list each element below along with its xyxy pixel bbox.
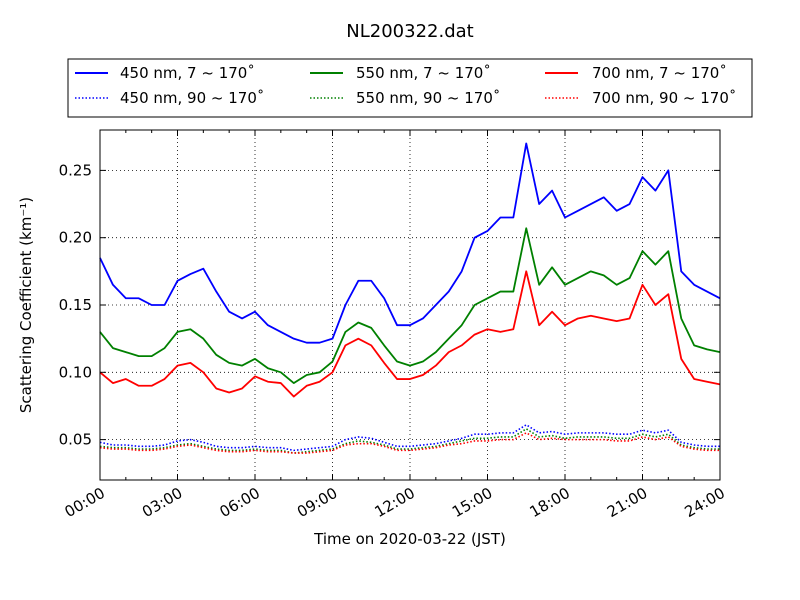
legend-label: 550 nm, 7 ~ 170˚ (356, 64, 491, 82)
series-line (99, 142, 721, 344)
legend-label: 550 nm, 90 ~ 170˚ (356, 89, 500, 107)
legend-frame (67, 58, 753, 118)
series-line (99, 428, 720, 454)
series-line (99, 424, 720, 452)
x-axis-label: Time on 2020-03-22 (JST) (313, 530, 506, 548)
grid (99, 130, 721, 480)
x-tick-label: 12:00 (372, 484, 418, 521)
x-tick-label: 03:00 (139, 484, 185, 521)
y-tick-label: 0.20 (59, 229, 92, 247)
series-line (99, 227, 721, 384)
x-tick-label: 09:00 (294, 484, 340, 521)
legend-label: 450 nm, 7 ~ 170˚ (120, 64, 255, 82)
ticks: 0.05 0.10 0.15 0.20 0.25 00:00 03:00 06:00 09:00… (59, 130, 728, 521)
y-tick-label: 0.15 (59, 296, 92, 314)
x-tick-label: 21:00 (604, 484, 650, 521)
y-axis-label: Scattering Coefficient (km⁻¹) (17, 197, 35, 413)
legend: 450 nm, 7 ~ 170˚ 450 nm, 90 ~ 170˚ 550 nm,… (67, 58, 753, 118)
y-tick-label: 0.05 (59, 431, 92, 449)
x-tick-label: 15:00 (449, 484, 495, 521)
x-tick-label: 00:00 (62, 484, 108, 521)
chart-title: NL200322.dat (346, 21, 473, 42)
series-layer (99, 142, 721, 454)
legend-label: 700 nm, 90 ~ 170˚ (592, 89, 736, 107)
legend-label: 450 nm, 90 ~ 170˚ (120, 89, 264, 107)
x-tick-label: 18:00 (527, 484, 573, 521)
y-tick-label: 0.10 (59, 363, 92, 381)
legend-label: 700 nm, 7 ~ 170˚ (592, 64, 727, 82)
x-tick-label: 24:00 (682, 484, 728, 521)
x-tick-label: 06:00 (217, 484, 263, 521)
series-line (99, 270, 721, 398)
y-tick-label: 0.25 (59, 161, 92, 179)
plot-frame (99, 129, 721, 481)
